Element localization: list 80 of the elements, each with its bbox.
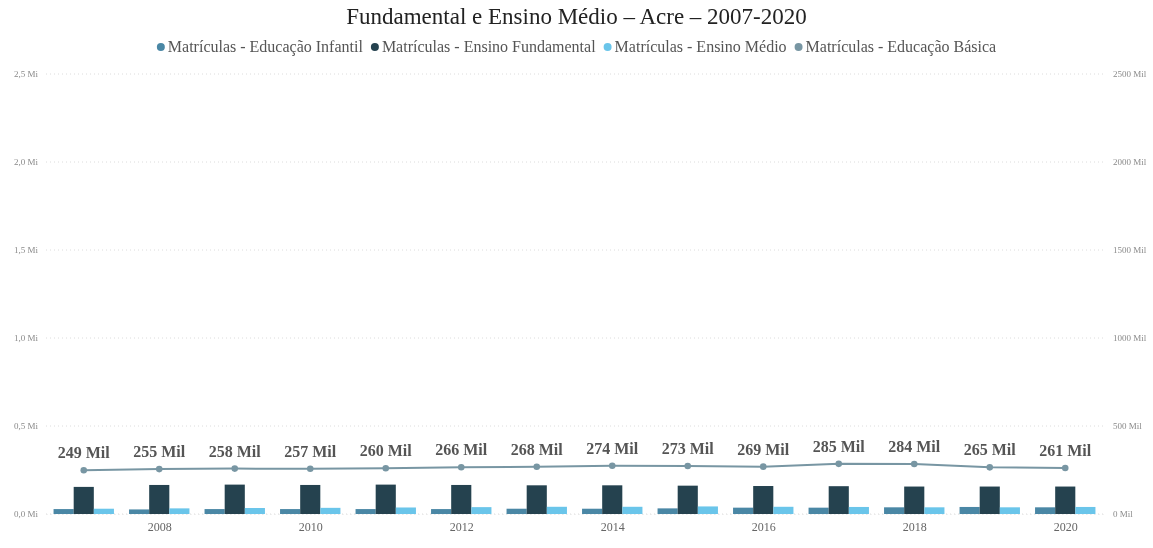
bar bbox=[149, 484, 170, 514]
x-tick-label: 2014 bbox=[600, 519, 625, 534]
bar bbox=[224, 484, 245, 514]
bar bbox=[244, 508, 265, 514]
data-label: 255 Mil bbox=[133, 443, 186, 461]
bar bbox=[526, 485, 547, 514]
y2-tick-label: 2000 Mil bbox=[1113, 157, 1147, 168]
x-tick-label: 2018 bbox=[902, 519, 927, 534]
bar bbox=[904, 486, 925, 514]
y-tick-label: 2,0 Mi bbox=[13, 157, 39, 168]
data-label: 261 Mil bbox=[1039, 442, 1092, 460]
data-label: 258 Mil bbox=[208, 442, 262, 460]
bar bbox=[697, 506, 718, 514]
bar bbox=[375, 484, 396, 514]
bar bbox=[979, 486, 1000, 514]
bar bbox=[471, 507, 492, 514]
y-tick-label: 1,5 Mi bbox=[13, 245, 39, 256]
legend-label: Matrículas - Ensino Fundamental bbox=[381, 38, 597, 55]
data-label: 269 Mil bbox=[737, 440, 790, 458]
x-tick-label: 2012 bbox=[449, 519, 474, 534]
data-label: 265 Mil bbox=[963, 441, 1017, 459]
chart-title: Fundamental e Ensino Médio – Acre – 2007-2020 bbox=[346, 4, 807, 29]
x-tick-label: 2008 bbox=[147, 519, 172, 534]
bar bbox=[602, 485, 623, 514]
bar bbox=[808, 507, 829, 514]
bar bbox=[959, 506, 980, 514]
bar bbox=[320, 507, 341, 514]
bar bbox=[204, 509, 225, 514]
data-label: 285 Mil bbox=[812, 437, 866, 455]
bar bbox=[53, 509, 74, 514]
y2-tick-label: 2500 Mil bbox=[1113, 69, 1147, 80]
bar bbox=[300, 484, 321, 514]
legend-label: Matrículas - Ensino Médio bbox=[614, 38, 787, 55]
bar bbox=[657, 508, 678, 514]
y-tick-label: 0,0 Mi bbox=[13, 509, 39, 520]
data-label: 274 Mil bbox=[586, 439, 639, 457]
y-tick-label: 0,5 Mi bbox=[13, 421, 39, 432]
bar bbox=[733, 507, 754, 514]
data-label: 273 Mil bbox=[661, 439, 715, 457]
y2-tick-label: 0 Mil bbox=[1113, 509, 1134, 520]
y-tick-label: 2,5 Mi bbox=[13, 69, 39, 80]
bar bbox=[355, 509, 376, 514]
bar bbox=[773, 506, 794, 514]
data-label: 257 Mil bbox=[284, 442, 337, 460]
bar bbox=[280, 509, 301, 514]
bar bbox=[1035, 507, 1056, 514]
y2-tick-label: 500 Mil bbox=[1113, 421, 1143, 432]
y2-tick-label: 1500 Mil bbox=[1113, 245, 1147, 256]
bar bbox=[395, 507, 416, 514]
y-tick-label: 1,0 Mi bbox=[13, 333, 39, 344]
bar bbox=[924, 507, 945, 514]
bar bbox=[848, 506, 869, 514]
data-label: 260 Mil bbox=[359, 442, 413, 460]
data-label: 249 Mil bbox=[57, 444, 111, 462]
x-tick-label: 2010 bbox=[298, 519, 323, 534]
x-tick-label: 2020 bbox=[1053, 519, 1078, 534]
bar bbox=[506, 508, 527, 514]
y2-tick-label: 1000 Mil bbox=[1113, 333, 1147, 344]
bar bbox=[582, 508, 603, 514]
data-label: 268 Mil bbox=[510, 440, 564, 458]
bar bbox=[93, 508, 114, 514]
bar bbox=[1055, 486, 1076, 514]
data-label: 266 Mil bbox=[435, 441, 488, 459]
bar bbox=[129, 509, 150, 514]
bar bbox=[884, 507, 905, 514]
bar bbox=[622, 506, 643, 514]
data-label: 284 Mil bbox=[888, 438, 941, 456]
bar bbox=[431, 509, 452, 514]
legend-label: Matrículas - Educação Infantil bbox=[167, 38, 364, 56]
bar bbox=[828, 486, 849, 514]
bar bbox=[73, 486, 94, 514]
bar bbox=[753, 486, 774, 514]
bar bbox=[546, 506, 567, 514]
x-tick-label: 2016 bbox=[751, 519, 776, 534]
bar bbox=[169, 508, 190, 514]
bar bbox=[999, 507, 1020, 514]
legend-label: Matrículas - Educação Básica bbox=[805, 38, 997, 56]
bar bbox=[451, 484, 472, 514]
bar bbox=[677, 485, 698, 514]
bar bbox=[1075, 506, 1096, 514]
